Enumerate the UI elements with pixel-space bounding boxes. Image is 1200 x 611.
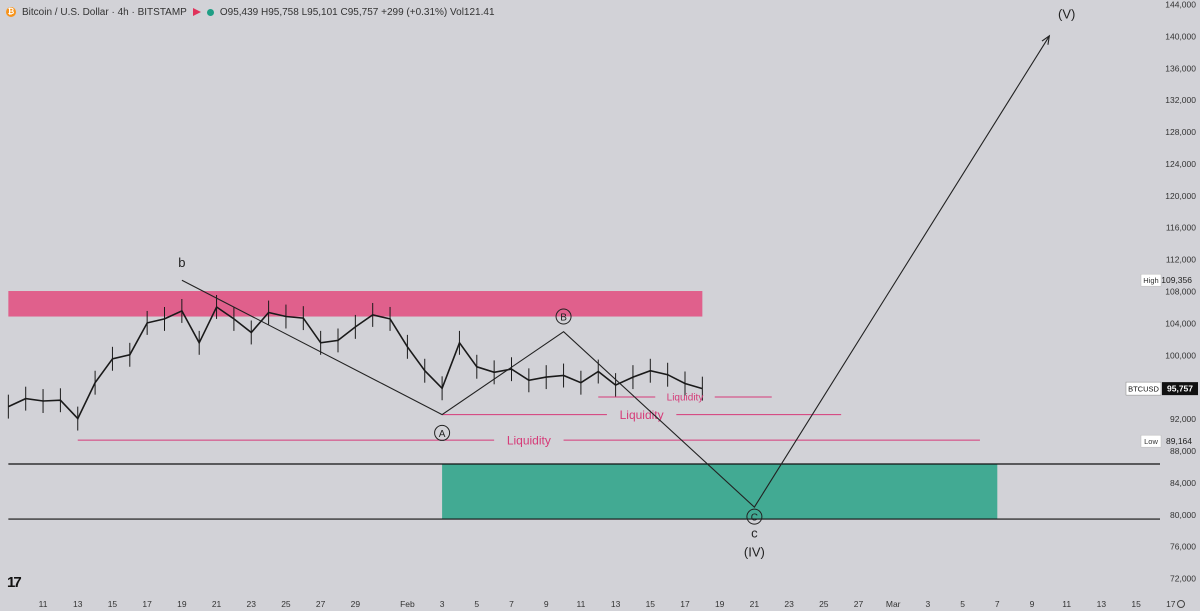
y-tick-label: 120,000 xyxy=(1165,191,1196,201)
chart-header: ₿ Bitcoin / U.S. Dollar · 4h · BITSTAMP … xyxy=(0,0,495,24)
x-tick-label: 23 xyxy=(247,599,257,609)
last-price-value: 95,757 xyxy=(1167,384,1193,394)
price-marker-tag xyxy=(1140,273,1162,287)
market-status-icon xyxy=(206,8,214,16)
x-tick-label: 3 xyxy=(440,599,445,609)
symbol-title[interactable]: Bitcoin / U.S. Dollar · 4h · BITSTAMP xyxy=(22,6,187,18)
tradingview-logo-icon: 17 xyxy=(7,574,22,591)
wave-label: (IV) xyxy=(744,545,765,560)
y-tick-label: 144,000 xyxy=(1165,0,1196,9)
price-marker-label: High xyxy=(1143,276,1158,285)
last-price-badge xyxy=(1162,382,1198,396)
x-tick-label: 29 xyxy=(351,599,361,609)
demand-zone xyxy=(442,464,998,520)
wave-label: c xyxy=(751,525,758,540)
bitcoin-icon: ₿ xyxy=(6,7,16,17)
price-marker-value: 89,164 xyxy=(1166,436,1192,446)
last-symbol-label: BTCUSD xyxy=(1128,385,1159,394)
wave-path xyxy=(181,35,1050,508)
arrow-head xyxy=(1041,34,1051,45)
wave-label: (V) xyxy=(1058,6,1075,21)
x-tick-label: 13 xyxy=(73,599,83,609)
x-tick-label: 19 xyxy=(715,599,725,609)
x-tick-label: 27 xyxy=(854,599,864,609)
x-tick-label: 25 xyxy=(819,599,829,609)
x-tick-label: 15 xyxy=(646,599,656,609)
x-tick-label: 21 xyxy=(750,599,760,609)
liquidity-label: Liquidity xyxy=(507,433,551,447)
x-tick-label: 9 xyxy=(1030,599,1035,609)
y-tick-label: 140,000 xyxy=(1165,31,1196,41)
y-tick-label: 112,000 xyxy=(1166,255,1196,265)
y-tick-label: 116,000 xyxy=(1166,223,1196,233)
x-tick-label: 7 xyxy=(509,599,514,609)
wave-label: B xyxy=(560,313,567,324)
x-tick-label: 15 xyxy=(108,599,118,609)
y-tick-label: 84,000 xyxy=(1170,478,1196,488)
last-symbol-tag xyxy=(1125,381,1162,396)
y-tick-label: 128,000 xyxy=(1165,127,1196,137)
x-tick-label: 17 xyxy=(142,599,152,609)
x-tick-label: 9 xyxy=(544,599,549,609)
y-tick-label: 100,000 xyxy=(1165,350,1196,360)
y-tick-label: 104,000 xyxy=(1165,318,1196,328)
y-tick-label: 80,000 xyxy=(1170,510,1196,520)
x-tick-label: 11 xyxy=(39,599,48,609)
x-tick-label: Feb xyxy=(400,599,415,609)
y-tick-label: 136,000 xyxy=(1165,63,1196,73)
settings-gear-icon[interactable] xyxy=(1177,600,1185,608)
y-tick-label: 124,000 xyxy=(1165,159,1196,169)
x-tick-label: 11 xyxy=(1062,599,1071,609)
wave-label: b xyxy=(178,255,185,270)
ohlc-readout: O95,439 H95,758 L95,101 C95,757 +299 (+0… xyxy=(219,6,495,18)
supply-zone xyxy=(8,291,703,317)
y-tick-label: 108,000 xyxy=(1165,287,1196,297)
x-tick-label: 7 xyxy=(995,599,1000,609)
price-marker-value: 109,356 xyxy=(1161,275,1192,285)
x-tick-label: 17 xyxy=(680,599,690,609)
x-tick-label: 11 xyxy=(576,599,585,609)
y-tick-label: 132,000 xyxy=(1165,95,1196,105)
x-tick-label: 13 xyxy=(1097,599,1107,609)
x-tick-label: 21 xyxy=(212,599,222,609)
x-tick-label: 5 xyxy=(960,599,965,609)
x-tick-label: 5 xyxy=(474,599,479,609)
x-tick-label: 17 xyxy=(1166,599,1176,609)
y-tick-label: 72,000 xyxy=(1170,574,1196,584)
y-tick-label: 88,000 xyxy=(1170,446,1196,456)
x-tick-label: 27 xyxy=(316,599,326,609)
x-tick-label: 25 xyxy=(281,599,291,609)
y-tick-label: 76,000 xyxy=(1170,542,1196,552)
price-marker-label: Low xyxy=(1144,437,1158,446)
x-tick-label: 3 xyxy=(926,599,931,609)
wave-label: A xyxy=(439,429,446,440)
wave-label-circle xyxy=(555,308,572,325)
wave-label-circle xyxy=(434,424,451,441)
wave-label-circle xyxy=(746,508,763,525)
x-tick-label: 23 xyxy=(784,599,794,609)
liquidity-label: Liquidity xyxy=(667,393,704,404)
x-tick-label: 15 xyxy=(1131,599,1141,609)
x-tick-label: 19 xyxy=(177,599,187,609)
price-marker-tag xyxy=(1140,434,1162,448)
x-tick-label: Mar xyxy=(886,599,901,609)
liquidity-label: Liquidity xyxy=(620,408,664,422)
flag-icon[interactable] xyxy=(192,8,201,16)
wave-label: C xyxy=(751,513,758,524)
x-tick-label: 13 xyxy=(611,599,621,609)
y-tick-label: 92,000 xyxy=(1170,414,1196,424)
